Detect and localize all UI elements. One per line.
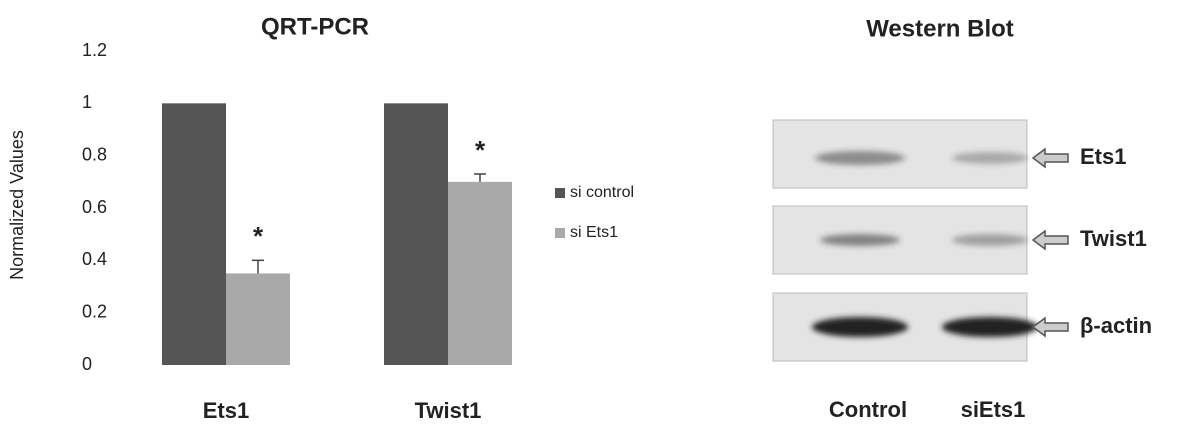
band-label: Twist1 — [1080, 226, 1147, 251]
legend-swatch — [555, 188, 565, 198]
chart-title: QRT-PCR — [261, 13, 369, 40]
blot-band — [952, 234, 1028, 246]
x-tick-label: Ets1 — [203, 398, 249, 423]
western-blot: Ets1 Twist1 β-actin Control siEts1 — [772, 119, 1152, 422]
y-axis-label: Normalized Values — [7, 130, 27, 280]
band-label: β-actin — [1080, 313, 1152, 338]
significance-mark: * — [475, 135, 486, 165]
blot-band — [942, 317, 1038, 337]
y-tick-label: 1 — [82, 92, 92, 112]
y-tick-label: 0.8 — [82, 144, 107, 164]
x-tick-label: Twist1 — [415, 398, 482, 423]
y-tick-label: 1.2 — [82, 40, 107, 60]
bar — [448, 181, 512, 365]
legend-swatch — [555, 228, 565, 238]
bar — [162, 103, 226, 365]
y-tick-label: 0.2 — [82, 301, 107, 321]
blot-title: Western Blot — [866, 15, 1014, 42]
arrow — [1031, 229, 1069, 251]
legend-label: si control — [570, 184, 634, 201]
y-tick-label: 0.4 — [82, 249, 107, 269]
blot-band — [812, 317, 908, 337]
legend-label: si Ets1 — [570, 224, 618, 241]
bar — [384, 103, 448, 365]
significance-mark: * — [253, 221, 264, 251]
lane-label: Control — [829, 397, 907, 422]
y-tick-label: 0 — [82, 354, 92, 374]
bar — [226, 273, 290, 365]
blot-band — [952, 152, 1028, 164]
blot-band — [820, 234, 900, 246]
arrow — [1031, 316, 1069, 338]
band-label: Ets1 — [1080, 144, 1126, 169]
blot-band — [815, 151, 905, 165]
y-tick-label: 0.6 — [82, 197, 107, 217]
lane-label: siEts1 — [961, 397, 1026, 422]
arrow — [1031, 147, 1069, 169]
